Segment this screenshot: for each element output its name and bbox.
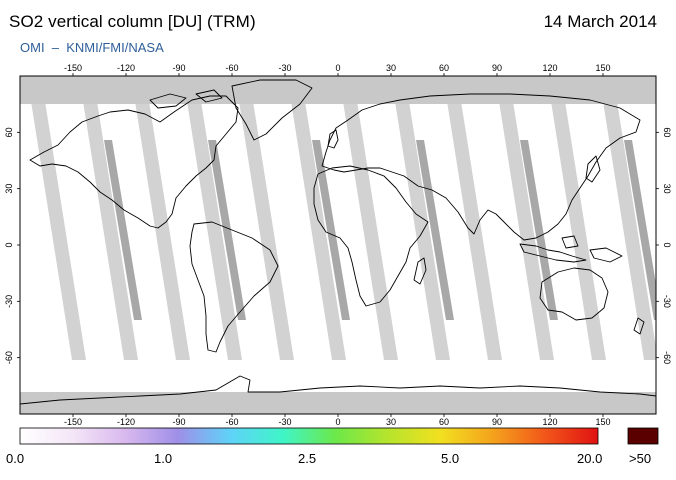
lat-tick-label-left: 30 [4,184,14,194]
coastline-arctic-islands [149,89,223,109]
lon-tick-label: 120 [542,63,557,73]
lon-tick-label: -120 [117,417,135,427]
orbit-swath [82,95,138,360]
legend-label-4: 20.0 [577,451,603,466]
lat-tick-label-left: 0 [4,242,14,247]
coastline-africa [313,165,429,307]
lon-tick-label: -150 [64,63,82,73]
coastline-new-guinea [589,247,623,263]
coastlines [20,79,656,405]
orbit-swath-overlap [416,140,454,320]
lat-tick-label-right: 30 [662,184,672,194]
map-plot-area [20,76,656,414]
lon-tick-label: -30 [278,417,291,427]
legend-label-1: 1.0 [154,451,173,466]
lon-tick-label: 150 [595,63,610,73]
orbit-swath [498,95,554,360]
data-credit: OMI – KNMI/FMI/NASA [20,40,164,55]
lon-tick-label: 120 [542,417,557,427]
orbit-swath-overlap [312,140,350,320]
north-polar-no-data [20,76,656,104]
orbit-swath [134,95,190,360]
lon-tick-label: 150 [595,417,610,427]
coastline-japan [585,155,601,183]
coastline-greenland [231,79,313,141]
lon-tick-label: 60 [439,417,449,427]
coastline-new-zealand [633,317,645,335]
lat-tick-label-right: 0 [662,242,672,247]
legend-overflow-label: >50 [629,451,652,466]
coastline-indonesia [519,235,587,263]
map-date: 14 March 2014 [543,12,657,31]
lon-tick-label: 0 [335,417,340,427]
lat-tick-label-right: 60 [662,127,672,137]
lat-tick-label-left: -60 [4,351,14,364]
polar-no-data-regions [20,76,656,414]
coastline-antarctica [20,375,656,405]
legend-label-2: 2.5 [298,451,317,466]
lon-tick-label: -150 [64,417,82,427]
orbit-swath [602,95,656,360]
orbit-swath [394,95,450,360]
orbit-swaths [30,95,656,360]
lon-tick-label: 0 [335,63,340,73]
lon-tick-label: -60 [225,417,238,427]
coastline-eurasia [321,93,641,241]
coastline-madagascar [413,257,427,285]
coastline-australia [539,267,609,321]
legend-label-0: 0.0 [6,451,25,466]
lon-tick-label: 30 [386,63,396,73]
coastline-south-america [189,221,279,353]
orbit-swath [446,95,502,360]
orbit-swath [186,95,242,360]
lon-tick-label: 60 [439,63,449,73]
lat-tick-label-left: 60 [4,127,14,137]
legend-colorbar [19,427,599,445]
lon-tick-label: 90 [492,63,502,73]
orbit-swath [290,95,346,360]
lon-tick-label: 30 [386,417,396,427]
lat-tick-label-left: -30 [4,295,14,308]
lon-tick-label: -30 [278,63,291,73]
legend-label-3: 5.0 [441,451,460,466]
lon-tick-label: -90 [172,417,185,427]
orbit-swath-overlap [624,140,656,320]
coastline-north-america [29,95,239,229]
coastline-uk [327,129,339,149]
orbit-swath-overlap [104,140,142,320]
lon-tick-label: -60 [225,63,238,73]
orbit-swath-overlap [208,140,246,320]
orbit-swath [238,95,294,360]
orbit-swath [30,95,86,360]
lat-tick-label-right: -60 [662,351,672,364]
orbit-swath [550,95,606,360]
orbit-swath-overlap [520,140,558,320]
lat-tick-label-right: -30 [662,295,672,308]
lon-tick-label: 90 [492,417,502,427]
legend-overflow-swatch [627,427,659,445]
axis-ticks: -150 -150 -120 -120 -90 -90 -60 -60 -30 -30 0 0 30 30… [4,63,672,427]
lon-tick-label: -120 [117,63,135,73]
map-title: SO2 vertical column [DU] (TRM) [9,12,256,31]
lon-tick-label: -90 [172,63,185,73]
orbit-swath [342,95,398,360]
south-polar-no-data [20,392,656,414]
